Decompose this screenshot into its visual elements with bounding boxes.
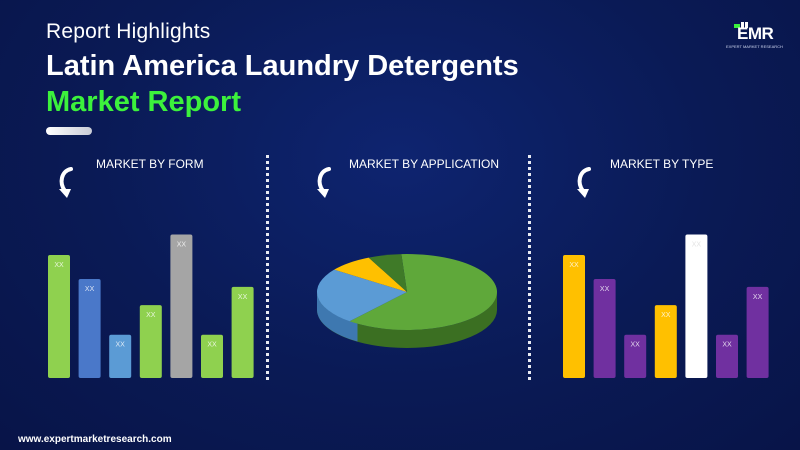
section-title-form: MARKET BY FORM	[96, 157, 204, 171]
refresh-arrow-icon	[577, 167, 591, 198]
bar	[48, 255, 70, 378]
chart-market-by-form: XX XX XX XX XX XX XX	[48, 234, 254, 378]
pie-side	[317, 292, 497, 348]
pie-slice	[349, 254, 497, 330]
report-kicker: Report Highlights	[46, 20, 211, 43]
page-subtitle: Market Report	[46, 86, 241, 118]
bar	[170, 234, 193, 378]
bar	[231, 286, 254, 378]
section-title-application: MARKET BY APPLICATION	[349, 157, 500, 171]
pie-slice	[334, 257, 407, 292]
bar-data-label: XX	[753, 294, 763, 301]
bar	[654, 305, 677, 378]
logo-tagline: EXPERT MARKET RESEARCH	[726, 44, 783, 49]
bar	[685, 234, 708, 378]
bar	[78, 278, 101, 378]
section-title-type: MARKET BY TYPE	[610, 157, 714, 171]
bar	[139, 305, 162, 378]
bar	[593, 278, 616, 378]
bar	[746, 286, 769, 378]
bar-data-label: XX	[54, 262, 64, 269]
bar	[109, 334, 132, 378]
bar-data-label: XX	[116, 342, 126, 349]
bar-data-label: XX	[722, 342, 732, 349]
pie-side	[317, 292, 358, 342]
refresh-arrow-icon	[59, 167, 73, 198]
section-divider	[528, 155, 531, 380]
section-divider	[266, 155, 269, 380]
bar	[716, 334, 738, 378]
bar	[563, 255, 585, 378]
bar	[624, 334, 647, 378]
pie-slice	[368, 254, 407, 292]
bar-data-label: XX	[177, 242, 187, 249]
bar-data-label: XX	[146, 312, 156, 319]
bar-data-label: XX	[631, 342, 641, 349]
bar-data-label: XX	[600, 286, 610, 293]
bar-data-label: XX	[661, 312, 671, 319]
bar	[201, 334, 223, 378]
page-title: Latin America Laundry Detergents	[46, 50, 519, 82]
chart-market-by-type: XX XX XX XX XX XX XX	[563, 234, 769, 378]
bar-data-label: XX	[85, 286, 95, 293]
chart-market-by-application	[317, 254, 497, 348]
bar-data-label: XX	[238, 294, 248, 301]
bar-data-label: XX	[569, 262, 579, 269]
refresh-arrow-icon	[317, 167, 331, 198]
bar-data-label: XX	[207, 342, 217, 349]
footer-url: www.expertmarketresearch.com	[18, 434, 172, 445]
pie-slice	[317, 269, 407, 322]
emr-logo-icon	[734, 22, 748, 28]
title-underline	[46, 127, 92, 135]
bar-data-label: XX	[692, 242, 702, 249]
logo-text: EMR	[737, 24, 774, 43]
